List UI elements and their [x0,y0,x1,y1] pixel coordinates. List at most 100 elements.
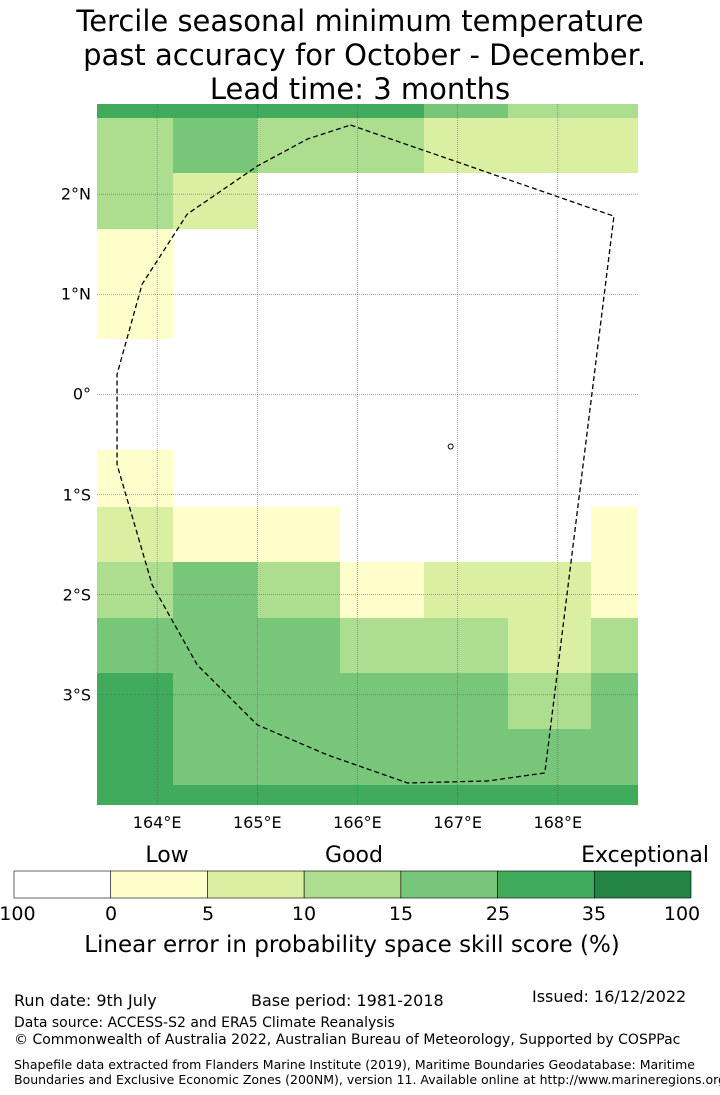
skill-cell [508,618,591,673]
lat-label: 1°N [60,284,91,304]
shapefile-credit-line-1: Shapefile data extracted from Flanders M… [14,1057,695,1072]
skill-cell [173,785,257,805]
skill-cell [340,118,424,173]
run-date: Run date: 9th July [14,991,157,1010]
skill-cell [97,394,173,450]
skill-cell [424,284,508,339]
skill-cell [257,284,340,339]
skill-cell [340,229,424,284]
skill-cell [97,118,173,173]
colorbar-segment [303,870,402,899]
skill-cell [97,562,173,618]
skill-cell [340,507,424,562]
skill-cell [424,450,508,507]
skill-cell [340,785,424,805]
copyright: © Commonwealth of Australia 2022, Austra… [14,1032,681,1048]
skill-cell [340,729,424,785]
skill-cell [591,673,638,729]
skill-cell [340,673,424,729]
skill-cell [591,339,638,394]
issued-date: Issued: 16/12/2022 [532,987,687,1006]
map-gridlines [97,104,638,805]
skill-cell [97,673,173,729]
skill-cell [591,104,638,118]
skill-cell [257,104,340,118]
category-low: Low [145,843,189,868]
skill-cell [173,450,257,507]
colorbar-tick: 15 [388,903,414,925]
skill-cell [424,618,508,673]
skill-cell [340,284,424,339]
skill-cell [173,394,257,450]
skill-cell [173,507,257,562]
category-exceptional: Exceptional [581,843,709,868]
colorbar-segment [110,870,208,899]
skill-cell [508,118,591,173]
skill-cell [340,562,424,618]
island-marker [447,443,454,450]
skill-cell [173,173,257,229]
skill-cell [97,618,173,673]
skill-cell [508,229,591,284]
skill-cell [591,118,638,173]
skill-cell [257,339,340,394]
skill-cell [257,118,340,173]
data-source: Data source: ACCESS-S2 and ERA5 Climate … [14,1015,395,1031]
skill-cell [508,394,591,450]
skill-cell [508,284,591,339]
skill-cell [173,618,257,673]
lon-label: 168°E [533,813,583,832]
skill-cell [340,104,424,118]
skill-cell [97,450,173,507]
skill-cell [508,104,591,118]
skill-cell [340,450,424,507]
skill-cell [257,562,340,618]
skill-cell [508,673,591,729]
skill-cell [508,562,591,618]
skill-grid-cells [97,104,638,805]
skill-cell [173,562,257,618]
skill-cell [173,729,257,785]
lat-label: 1°S [62,485,91,505]
colorbar-segment [593,870,692,899]
skill-cell [340,618,424,673]
skill-cell [424,562,508,618]
skill-cell [508,507,591,562]
skill-cell [591,229,638,284]
skill-cell [97,339,173,394]
lat-label: 3°S [62,685,91,705]
skill-cell [591,284,638,339]
skill-cell [424,729,508,785]
colorbar-tick: 5 [201,903,215,925]
skill-cell [257,729,340,785]
colorbar-tick: 100 [663,903,701,925]
skill-cell [591,394,638,450]
skill-cell [424,339,508,394]
base-period: Base period: 1981-2018 [251,991,444,1010]
skill-cell [424,229,508,284]
skill-cell [340,394,424,450]
colorbar-tick: 35 [581,903,607,925]
skill-cell [97,785,173,805]
colorbar [13,870,692,899]
skill-cell [424,785,508,805]
skill-cell [508,450,591,507]
skill-cell [97,729,173,785]
colorbar-tick: 10 [291,903,317,925]
title-line-3: Lead time: 3 months [209,72,511,106]
colorbar-label: Linear error in probability space skill … [84,932,620,958]
skill-cell [508,173,591,229]
skill-cell [257,785,340,805]
skill-cell [424,394,508,450]
skill-cell [424,104,508,118]
skill-cell [340,339,424,394]
lon-label: 165°E [232,813,282,832]
colorbar-segment [497,870,595,899]
category-good: Good [325,843,383,868]
skill-cell [424,507,508,562]
skill-cell [424,673,508,729]
skill-cell [591,618,638,673]
skill-cell [591,729,638,785]
skill-cell [257,450,340,507]
